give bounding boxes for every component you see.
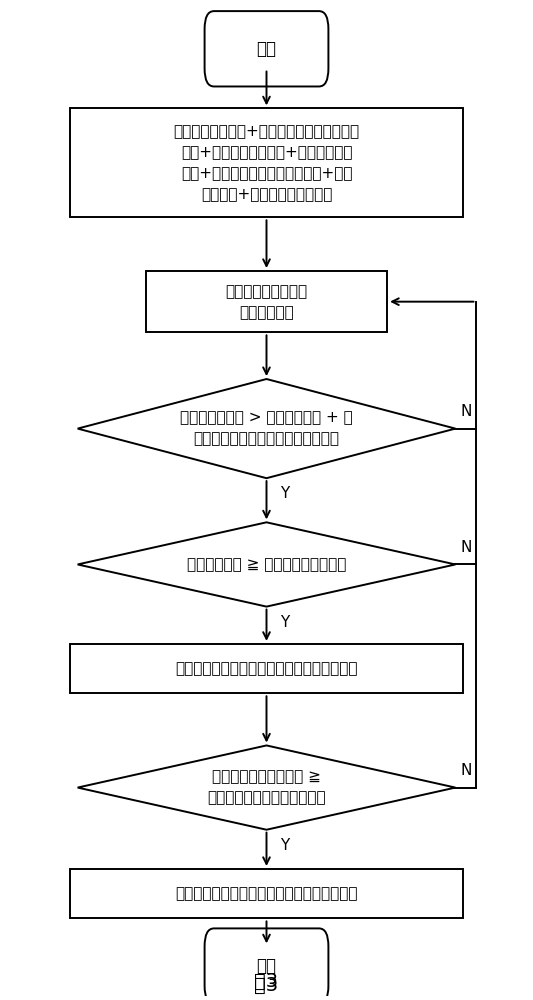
- Polygon shape: [78, 522, 455, 607]
- Text: 图3: 图3: [254, 976, 279, 995]
- Text: 采集运行环境数据+设置全天候运行决策相关
阈值+温控运行规则模型+室内温度预测
模型+全天变量室温阈值换算模型+计时
计数模型+全天候运行决策模型: 采集运行环境数据+设置全天候运行决策相关 阈值+温控运行规则模型+室内温度预测 …: [173, 124, 360, 202]
- Bar: [70, 869, 463, 918]
- Text: Y: Y: [280, 615, 289, 630]
- Polygon shape: [78, 379, 455, 478]
- Text: 实时指令：停止打开风口，首次降温决策结束: 实时指令：停止打开风口，首次降温决策结束: [175, 886, 358, 901]
- Text: 结束: 结束: [256, 957, 277, 975]
- Text: 开始: 开始: [256, 40, 277, 58]
- FancyBboxPatch shape: [205, 928, 328, 1000]
- Text: 环境监测和控制系统
综合分析处理: 环境监测和控制系统 综合分析处理: [225, 284, 308, 320]
- Text: 实时室温预测值 > 室温上限阈值 + 风
口装置实时运行位置是关到位状态？: 实时室温预测值 > 室温上限阈值 + 风 口装置实时运行位置是关到位状态？: [180, 411, 353, 447]
- Bar: [146, 271, 387, 332]
- Polygon shape: [78, 745, 455, 830]
- Text: 实时待机时间 ≧ 待机稳定时间阈值？: 实时待机时间 ≧ 待机稳定时间阈值？: [187, 557, 346, 572]
- Bar: [70, 108, 463, 217]
- Text: 图3: 图3: [254, 972, 279, 991]
- Text: Y: Y: [280, 838, 289, 853]
- Text: N: N: [461, 763, 472, 778]
- Text: 首次降温决策成立，实时指令：运行打开风口: 首次降温决策成立，实时指令：运行打开风口: [175, 661, 358, 676]
- Text: 实时打开风口运行时间 ≧
首次开启风口运行时间阈值？: 实时打开风口运行时间 ≧ 首次开启风口运行时间阈值？: [207, 770, 326, 806]
- FancyBboxPatch shape: [205, 11, 328, 86]
- Text: Y: Y: [280, 486, 289, 501]
- Bar: [70, 644, 463, 693]
- Text: N: N: [461, 404, 472, 419]
- Text: N: N: [461, 540, 472, 555]
